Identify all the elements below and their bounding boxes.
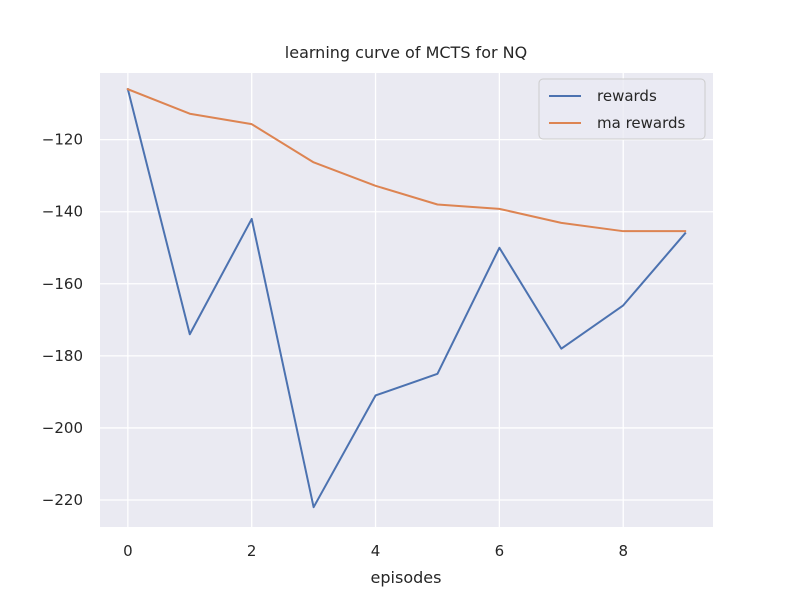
legend-label-rewards: rewards	[597, 87, 657, 105]
x-tick-label: 2	[247, 542, 257, 560]
x-tick-label: 4	[371, 542, 381, 560]
legend-label-ma-rewards: ma rewards	[597, 114, 686, 132]
grid	[100, 73, 713, 527]
y-tick-label: −160	[42, 275, 83, 293]
x-tick-label: 8	[618, 542, 628, 560]
y-tick-label: −220	[42, 491, 83, 509]
y-tick-label: −200	[42, 419, 83, 437]
x-axis-label: episodes	[371, 568, 442, 587]
y-tick-label: −120	[42, 131, 83, 149]
series-layer	[126, 87, 687, 509]
x-tick-label: 6	[495, 542, 505, 560]
series-line-rewards	[126, 87, 687, 509]
x-tick-label: 0	[123, 542, 133, 560]
series-line-ma-rewards	[126, 87, 687, 233]
plot-area	[100, 73, 713, 527]
tick-labels: 0 2 4 6 8 −120 −140 −160 −180 −200 −220	[42, 131, 628, 560]
y-tick-label: −140	[42, 203, 83, 221]
legend: rewards ma rewards	[538, 78, 706, 140]
y-tick-label: −180	[42, 347, 83, 365]
chart-title: learning curve of MCTS for NQ	[285, 43, 527, 62]
